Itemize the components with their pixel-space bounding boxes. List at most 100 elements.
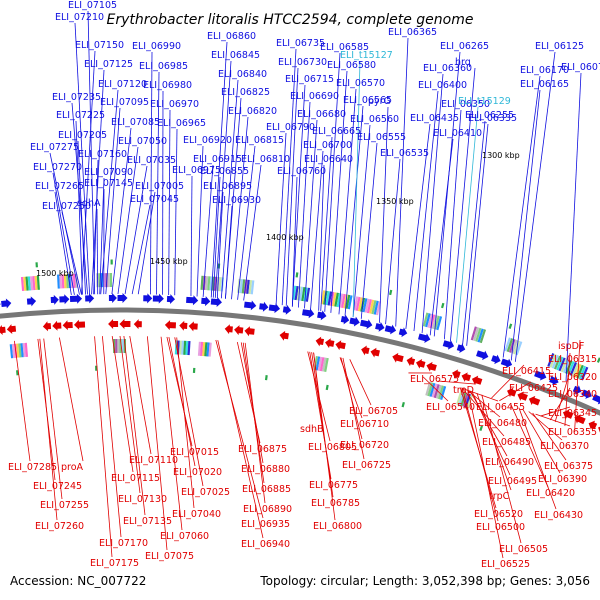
reverse-gene-arrow	[133, 319, 142, 330]
outer-feature-band	[345, 294, 351, 309]
outer-feature-band	[369, 299, 375, 314]
top-leader-line	[338, 88, 357, 315]
outer-feature-band	[569, 362, 577, 376]
gene-label: ELI_06640	[304, 154, 353, 165]
gene-label: ELI_06165	[520, 79, 569, 90]
top-leader-line	[243, 164, 262, 301]
top-leader-line	[93, 159, 99, 295]
bottom-leader-line	[349, 359, 372, 406]
inner-feature-band	[458, 391, 465, 406]
outer-feature-band	[549, 353, 557, 368]
forward-gene-arrow	[549, 375, 559, 386]
gene-label: ELI_07040	[172, 509, 221, 520]
bottom-leader-line	[499, 381, 532, 402]
forward-gene-arrow	[186, 295, 199, 306]
scale-label-1400: 1400 kbp	[266, 233, 304, 242]
bottom-leader-line	[518, 407, 557, 510]
inner-feature-band	[179, 340, 182, 355]
gene-label: ELI_06785	[311, 498, 360, 509]
summary-text: Topology: circular; Length: 3,052,398 bp…	[259, 574, 590, 588]
gene-label: ELI_07085	[111, 117, 160, 128]
bottom-leader-line	[469, 390, 508, 457]
forward-gene-arrow	[268, 303, 281, 314]
forward-gene-arrow	[581, 389, 592, 399]
gene-label: ELI_06940	[241, 539, 290, 550]
outer-feature-band	[470, 326, 477, 341]
gene-label: ELI_06485	[482, 437, 531, 448]
genome-backbone-arc	[0, 307, 600, 416]
inner-feature-band	[22, 342, 26, 358]
gene-label: ELI_06430	[534, 510, 583, 521]
genome-backbone	[0, 307, 600, 416]
gene-label: ELI_07270	[33, 162, 82, 173]
gene-label: ELI_06455	[476, 402, 525, 413]
inner-feature-band	[319, 357, 325, 372]
reverse-gene-arrow	[52, 320, 62, 331]
scale-label-1500: 1500 kbp	[36, 269, 74, 278]
top-leader-line	[330, 70, 348, 313]
bottom-leader-line	[522, 409, 561, 474]
forward-gene-arrow	[349, 316, 360, 327]
bottom-leader-line	[313, 352, 336, 521]
forward-gene-arrow	[117, 293, 128, 304]
outer-feature-band	[327, 291, 333, 306]
outer-feature-band	[25, 276, 29, 291]
bottom-leader-line	[217, 340, 264, 539]
top-leader-line	[54, 191, 72, 296]
forward-gene-arrow	[50, 294, 59, 305]
top-leader-line	[514, 51, 556, 362]
top-leader-line	[117, 146, 139, 295]
gene-label: ELI_06735	[276, 38, 325, 49]
gene-label: ELI_06525	[481, 559, 530, 570]
reverse-gene-arrow	[335, 340, 346, 351]
gene-label: ELI_06535	[380, 148, 429, 159]
gene-label: ELI_06370	[540, 441, 589, 452]
top-leader-line	[75, 120, 83, 295]
reverse-gene-arrow	[325, 338, 335, 349]
top-leader-line	[344, 105, 364, 316]
gene-label: ELI_07205	[58, 130, 107, 141]
inner-feature-band	[429, 382, 436, 397]
inner-feature-band	[321, 357, 327, 372]
reverse-gene-arrow	[279, 330, 289, 341]
gene-label: ELI_07130	[118, 494, 167, 505]
top-leader-line	[450, 67, 476, 342]
forward-gene-arrow	[500, 358, 513, 369]
reverse-gene-arrow	[108, 319, 119, 330]
top-leader-line	[190, 175, 193, 297]
reverse-gene-arrow	[588, 420, 598, 430]
forward-gene-arrow	[143, 293, 153, 304]
gene-label: ELI_07255	[40, 500, 89, 511]
top-leader-line	[212, 176, 221, 298]
reverse-gene-arrow	[224, 324, 233, 335]
gene-label: ELI_06890	[243, 504, 292, 515]
gene-label: ELI_06825	[221, 87, 270, 98]
gene-label: ELI_06520	[474, 509, 523, 520]
top-leader-line	[214, 60, 232, 298]
gene-label: ELI_06585	[320, 42, 369, 53]
bottom-leader-line	[160, 336, 183, 531]
bottom-leader-line	[554, 370, 571, 423]
gene-label: ELI_06435	[410, 113, 459, 124]
gene-label: ELI_06350	[441, 99, 490, 110]
gene-label: ELI_07060	[160, 531, 209, 542]
gene-label: ELI_06915	[193, 154, 242, 165]
reverse-gene-arrow	[179, 320, 188, 331]
outer-feature-band	[207, 276, 211, 291]
bottom-leader-line	[342, 357, 365, 460]
inner-feature-band	[208, 342, 212, 357]
inner-feature-band	[18, 343, 22, 358]
inner-feature-band	[9, 344, 14, 359]
top-leader-line	[565, 72, 582, 382]
forward-gene-arrow	[69, 293, 83, 304]
gene-label: ELI_07245	[33, 481, 82, 492]
gene-label: ELI_07005	[135, 181, 184, 192]
bottom-leader-line	[43, 338, 63, 500]
forward-gene-arrow	[340, 314, 350, 325]
outer-feature-band	[325, 291, 330, 306]
forward-gene-arrow	[85, 293, 95, 304]
top-leader-line	[202, 164, 214, 297]
gene-label: proA	[61, 462, 84, 473]
bottom-leader-line	[461, 388, 499, 522]
gene-label: ELI_06125	[535, 41, 584, 52]
